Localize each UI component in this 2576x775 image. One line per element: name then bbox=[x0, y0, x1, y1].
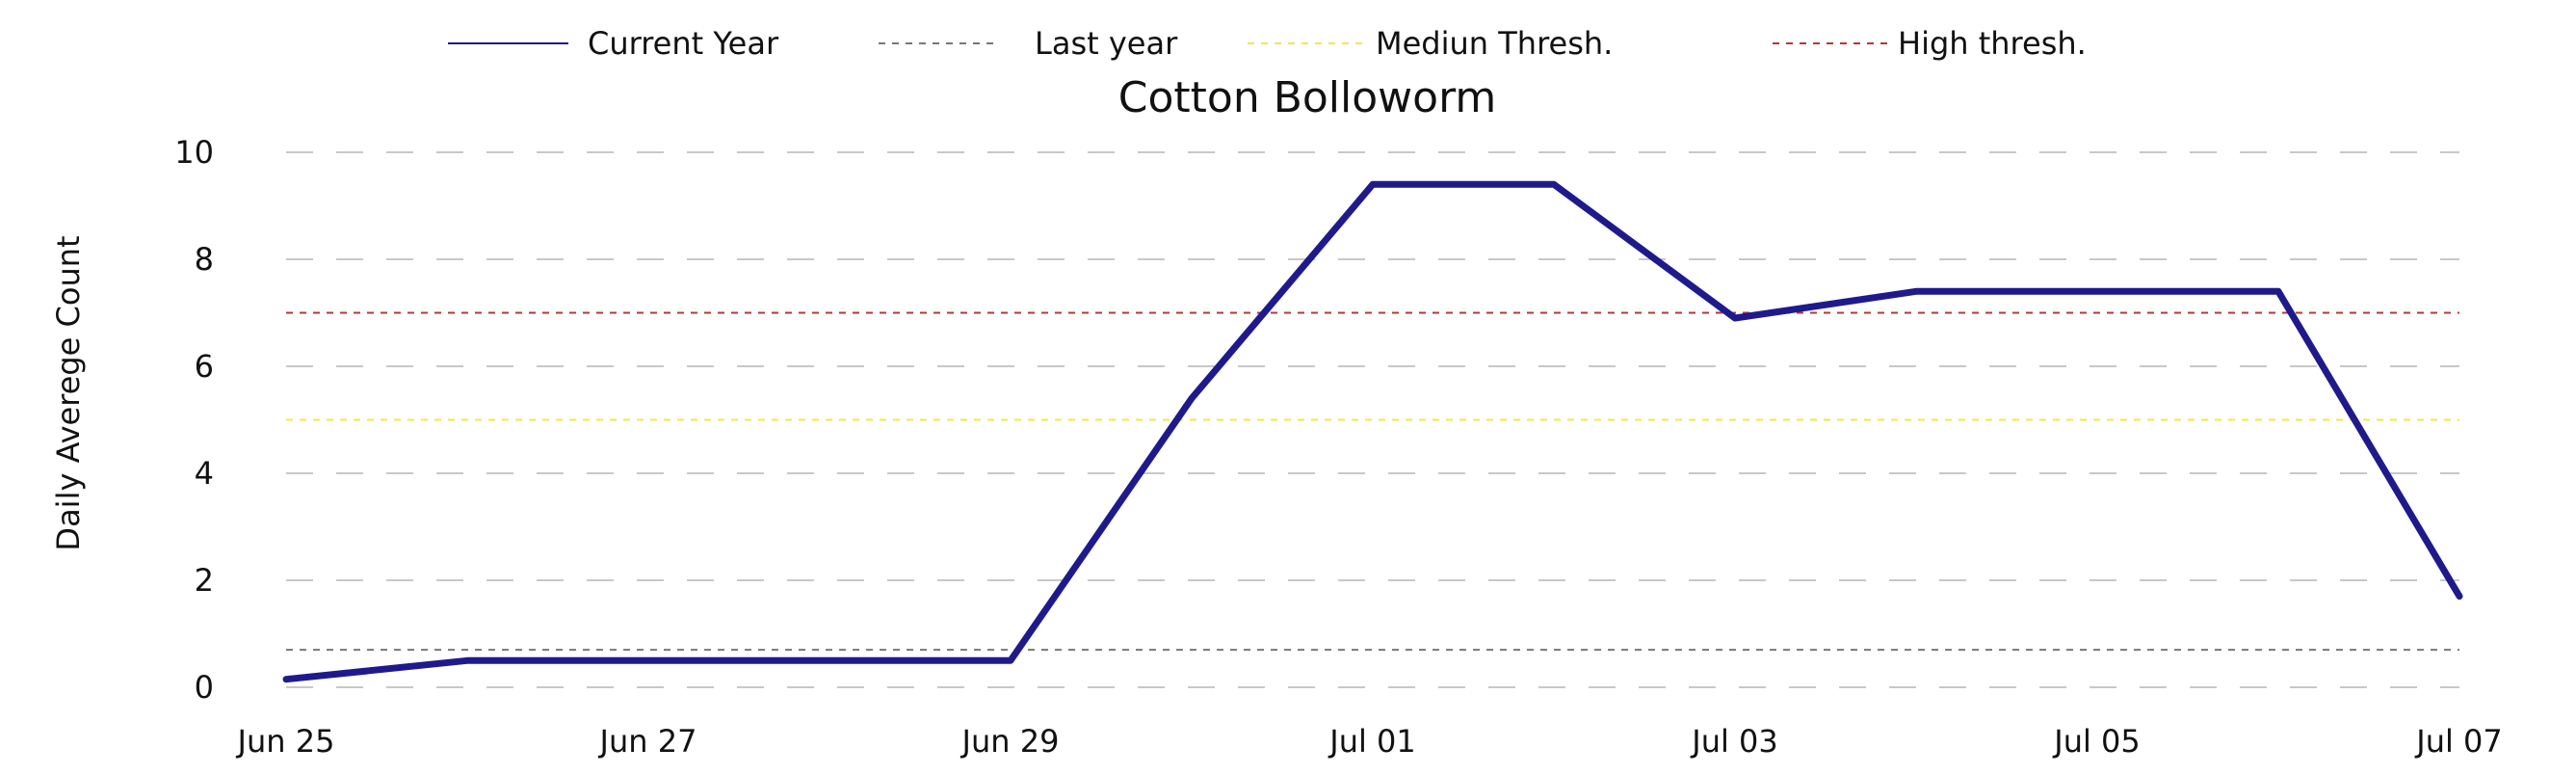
legend: Current Year Last year Mediun Thresh. Hi… bbox=[448, 25, 2087, 62]
x-tick-label: Jul 03 bbox=[1690, 723, 1778, 760]
legend-label-current-year: Current Year bbox=[588, 25, 779, 62]
y-tick-label: 2 bbox=[195, 562, 214, 599]
x-tick-label: Jun 29 bbox=[960, 723, 1060, 760]
x-tick-label: Jun 25 bbox=[236, 723, 335, 760]
legend-item-last-year: Last year bbox=[879, 25, 1178, 62]
grid-layer bbox=[286, 151, 2459, 688]
y-tick-label: 10 bbox=[174, 134, 214, 171]
chart-title: Cotton Bolloworm bbox=[1118, 73, 1497, 122]
legend-label-last-year: Last year bbox=[1035, 25, 1178, 62]
legend-item-high-thresh: High thresh. bbox=[1773, 25, 2087, 62]
x-tick-label: Jun 27 bbox=[598, 723, 697, 760]
y-tick-label: 8 bbox=[195, 241, 214, 278]
y-tick-label: 6 bbox=[195, 348, 214, 385]
series-layer bbox=[282, 180, 2463, 683]
y-ticks-layer: 0 2 4 6 8 10 bbox=[174, 134, 214, 706]
y-axis-label: Daily Averege Count bbox=[50, 235, 87, 550]
legend-item-medium-thresh: Mediun Thresh. bbox=[1248, 25, 1613, 62]
legend-label-medium-thresh: Mediun Thresh. bbox=[1376, 25, 1613, 62]
x-ticks-layer: Jun 25 Jun 27 Jun 29 Jul 01 Jul 03 Jul 05 Jul … bbox=[236, 723, 2503, 760]
reference-lines-layer bbox=[286, 311, 2459, 652]
legend-item-current-year: Current Year bbox=[448, 25, 779, 62]
x-tick-label: Jul 01 bbox=[1327, 723, 1416, 760]
x-tick-label: Jul 05 bbox=[2052, 723, 2141, 760]
y-tick-label: 4 bbox=[195, 455, 214, 492]
x-tick-label: Jul 07 bbox=[2414, 723, 2503, 760]
y-tick-label: 0 bbox=[195, 669, 214, 706]
legend-label-high-thresh: High thresh. bbox=[1898, 25, 2087, 62]
